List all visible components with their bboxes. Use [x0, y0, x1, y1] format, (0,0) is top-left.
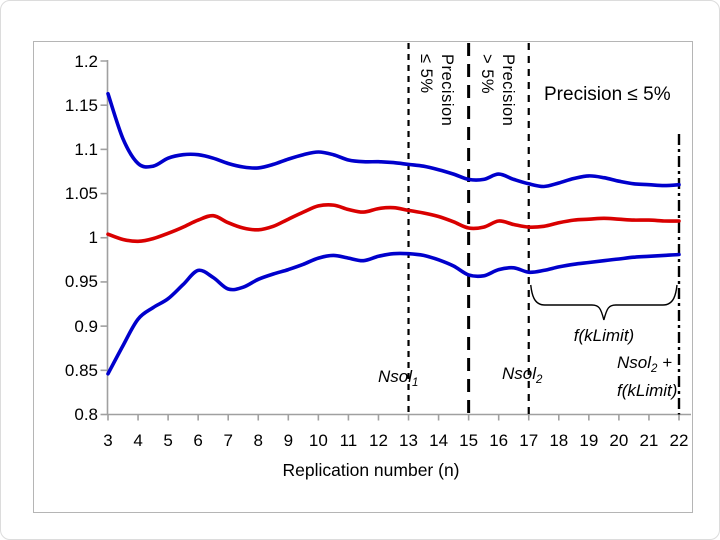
region-label-line: ≤ 5%: [417, 54, 435, 94]
x-tick-label: 10: [308, 431, 328, 450]
y-tick-label: 1: [88, 228, 98, 248]
x-tick-label: 17: [519, 431, 539, 450]
x-axis-title: Replication number (n): [282, 460, 460, 480]
x-tick-label: 14: [429, 431, 449, 450]
x-tick-label: 21: [639, 431, 659, 450]
nsol2-plus-tail: +: [657, 353, 673, 372]
nsol2-plus-subscript: 2: [651, 363, 658, 375]
x-tick-label: 19: [579, 431, 599, 450]
x-tick-label: 11: [339, 431, 358, 450]
series-mean-ratio: [106, 202, 681, 244]
x-tick-label: 9: [283, 431, 294, 450]
x-tick-label: 20: [609, 431, 629, 450]
nsol2-plus-base: Nsol: [617, 353, 652, 372]
x-tick-label: 15: [459, 431, 479, 450]
chart-frame: [33, 41, 693, 513]
nsol1-base: Nsol: [378, 367, 413, 386]
region-label-precision-le-5pct: Precision ≤ 5%: [544, 84, 671, 105]
x-tick-label: 12: [369, 431, 388, 450]
nsol2-plus-fklimit-label: Nsol2 + f(kLimit): [617, 352, 677, 402]
region-label-precision-le-5pct-rotated: Precision ≤ 5%: [415, 54, 457, 184]
y-tick-label: 1.1: [74, 139, 98, 159]
x-tick-label: 7: [223, 431, 233, 450]
y-tick-label: 0.85: [64, 360, 98, 380]
fklimit-label: f(kLimit): [573, 326, 635, 345]
region-label-precision-gt-5pct-rotated: Precision > 5%: [476, 54, 518, 184]
nsol2-plus-line1: Nsol2 +: [617, 352, 677, 380]
nsol2-subscript: 2: [536, 374, 543, 386]
x-tick-label: 8: [253, 431, 263, 450]
nsol1-subscript: 1: [412, 377, 419, 389]
x-tick-label: 13: [399, 431, 418, 450]
region-label-line: Precision: [499, 54, 517, 127]
x-tick-label: 3: [103, 431, 113, 450]
y-tick-label: 0.8: [74, 405, 98, 424]
x-tick-label: 22: [669, 431, 689, 450]
x-tick-label: 4: [133, 431, 143, 450]
nsol1-label: Nsol1: [378, 367, 418, 389]
series-upper-confidence-limit: [106, 91, 681, 189]
region-label-line: Precision: [438, 54, 456, 127]
nsol2-label: Nsol2: [502, 364, 542, 386]
y-tick-label: 1.05: [64, 184, 98, 204]
y-tick-label: 0.9: [74, 316, 98, 336]
y-tick-label: 0.95: [64, 272, 98, 292]
x-tick-label: 5: [163, 431, 173, 450]
fklimit-brace: [530, 284, 678, 321]
y-tick-label: 1.2: [74, 51, 98, 71]
region-label-line: > 5%: [478, 54, 496, 95]
x-tick-label: 18: [549, 431, 569, 450]
series-lower-confidence-limit: [106, 251, 681, 376]
x-tick-label: 16: [489, 431, 509, 450]
x-tick-label: 6: [193, 431, 203, 450]
nsol2-plus-line2: f(kLimit): [617, 381, 678, 400]
y-tick-label: 1.15: [64, 95, 98, 115]
nsol2-base: Nsol: [502, 364, 537, 383]
